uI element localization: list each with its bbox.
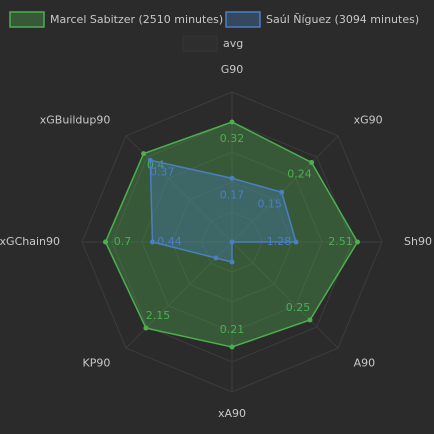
data-point — [141, 151, 147, 157]
axis-label: G90 — [221, 63, 244, 76]
value-label: 0.17 — [220, 188, 245, 201]
value-label: 0.21 — [220, 323, 245, 336]
value-label: 0.24 — [287, 167, 312, 180]
data-point — [293, 239, 299, 245]
legend-label[interactable]: Marcel Sabitzer (2510 minutes) — [50, 13, 223, 26]
grid-spoke — [231, 241, 339, 349]
data-point — [229, 175, 235, 181]
data-point — [279, 189, 285, 195]
value-label: 0.25 — [286, 301, 311, 314]
value-label: 0.15 — [257, 197, 282, 210]
data-point — [102, 239, 108, 245]
axis-label: KP90 — [83, 357, 111, 370]
data-point — [143, 325, 149, 331]
legend-label[interactable]: Saúl Ñíguez (3094 minutes) — [266, 13, 419, 26]
legend-box[interactable] — [182, 35, 218, 52]
grid-spoke — [231, 135, 339, 243]
data-point — [147, 157, 153, 163]
value-label: 0.32 — [220, 132, 245, 145]
value-label: 2.51 — [328, 235, 353, 248]
data-point — [229, 344, 235, 350]
axis-label: A90 — [354, 357, 376, 370]
value-label: 0.7 — [114, 235, 132, 248]
data-point — [229, 119, 235, 125]
value-label: 0.37 — [150, 165, 175, 178]
data-point — [213, 255, 219, 261]
legend-box[interactable] — [225, 11, 261, 28]
data-point — [229, 259, 235, 265]
value-label: 0.44 — [157, 235, 182, 248]
data-point — [355, 239, 360, 245]
legend-label[interactable]: avg — [223, 37, 243, 50]
value-label: 1.28 — [267, 235, 292, 248]
legend-box[interactable] — [9, 11, 45, 28]
axis-label: xGChain90 — [0, 235, 60, 248]
data-point — [307, 317, 313, 323]
axis-label: xGBuildup90 — [40, 113, 111, 126]
data-point — [309, 159, 315, 165]
value-label: 2.15 — [146, 309, 171, 322]
axis-label: Sh90 — [404, 235, 432, 248]
axis-label: xG90 — [354, 113, 383, 126]
axis-label: xA90 — [218, 407, 246, 420]
data-point — [229, 239, 235, 245]
data-point — [149, 239, 155, 245]
